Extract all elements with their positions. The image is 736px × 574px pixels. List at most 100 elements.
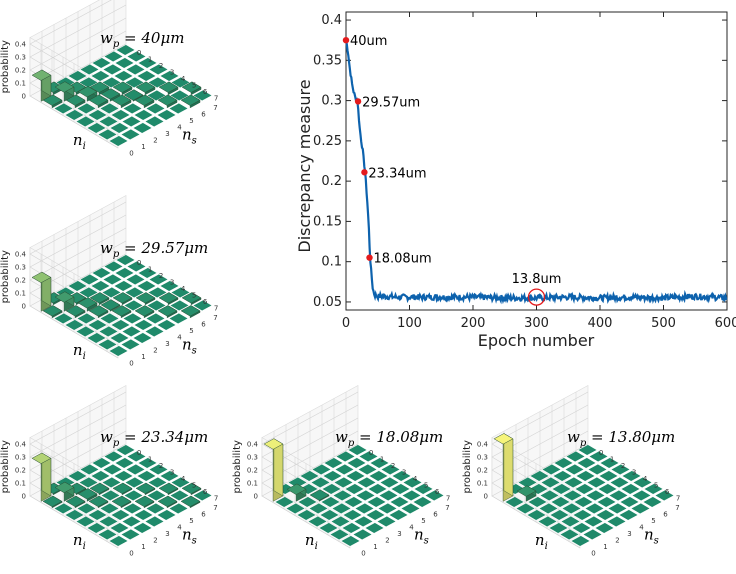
- histogram-bar: [79, 63, 100, 76]
- histogram-bar: [114, 267, 135, 279]
- histogram-bar: [595, 509, 616, 521]
- point-annotation: 29.57um: [362, 95, 420, 110]
- z-gridline: [29, 253, 127, 359]
- histogram-bar: [101, 76, 122, 89]
- z-gridline: [29, 443, 127, 549]
- histogram-bar: [572, 509, 593, 521]
- histogram-bar: [643, 483, 664, 495]
- histogram-bar: [608, 489, 629, 502]
- histogram-bar: [78, 76, 99, 89]
- histogram-bar: [158, 292, 179, 304]
- histogram-bar: [64, 509, 85, 521]
- histogram-bar: [356, 476, 377, 489]
- histogram-bar: [64, 319, 85, 331]
- histogram-bar: [145, 502, 166, 515]
- histogram-bar: [286, 483, 307, 495]
- histogram-bar: [299, 470, 320, 482]
- histogram-bar: [67, 280, 88, 292]
- histogram-bar: [170, 476, 191, 489]
- ns-tick-label: 5: [189, 327, 193, 335]
- histogram-bar: [606, 515, 627, 528]
- histogram-bar: [102, 463, 123, 476]
- histogram-bar: [99, 502, 120, 515]
- histogram-bar: [335, 450, 356, 463]
- histogram-bar: [97, 338, 118, 351]
- ni-tick-label: 7: [214, 304, 218, 312]
- histogram-bar: [54, 81, 75, 93]
- histogram-bar: [168, 312, 189, 325]
- annotated-points: 40um 29.57um 23.34um 18.08um 13.8um: [342, 34, 561, 306]
- histogram-bar: [120, 338, 141, 351]
- histogram-bar: [75, 115, 96, 128]
- ns-tick-label: 5: [651, 517, 655, 525]
- ns-tick-label: 1: [141, 543, 145, 551]
- histogram-bar: [77, 297, 98, 309]
- histogram-bar: [157, 495, 178, 507]
- ni-tick-label: 7: [446, 494, 450, 502]
- y-tick-label: 0.15: [313, 214, 342, 229]
- histogram-bar: [564, 463, 585, 476]
- ni-tick-label: 3: [402, 468, 406, 476]
- histogram-bar: [583, 515, 604, 528]
- ni-tick-label: 6: [435, 488, 440, 496]
- histogram-bar: [390, 483, 411, 495]
- ns-tick-label: 1: [141, 143, 145, 151]
- ni-tick-label: 4: [181, 285, 186, 293]
- z-tick-label: 0.3: [15, 454, 26, 462]
- histogram-bar: [132, 122, 153, 134]
- histogram-bar: [135, 81, 156, 93]
- z-axis-label: probability: [462, 440, 473, 493]
- z-tick-label: 0.2: [247, 467, 258, 475]
- x-axis-label: Epoch number: [478, 331, 595, 350]
- ns-tick-label: 6: [433, 511, 438, 519]
- ni-axis-label: ni: [73, 531, 86, 552]
- histogram-bar: [307, 515, 328, 528]
- histogram-bar: [607, 502, 628, 515]
- ns-tick-label: 4: [409, 524, 414, 532]
- histogram-bar: [89, 482, 110, 494]
- histogram-bar: [585, 489, 606, 502]
- histogram-bar: [357, 463, 378, 476]
- histogram-bar: [582, 528, 603, 541]
- histogram-bar: [402, 476, 423, 489]
- histogram-bar: [53, 502, 74, 515]
- histogram-bar: [87, 319, 108, 331]
- histogram-bar: [79, 463, 100, 476]
- histogram-bar: [353, 515, 374, 528]
- histogram-bar: [64, 109, 85, 121]
- z-tick-label: 0.3: [15, 54, 26, 62]
- ns-tick-label: 2: [615, 537, 619, 545]
- z-axis-label: probability: [0, 440, 11, 493]
- ns-tick-label: 4: [639, 524, 644, 532]
- histogram-bar: [333, 476, 354, 489]
- ni-tick-label: 0: [599, 449, 603, 457]
- x-tick-label: 300: [524, 316, 549, 331]
- histogram-bar: [53, 312, 74, 325]
- histogram-bar: [79, 273, 100, 286]
- histogram-bar: [111, 495, 132, 507]
- histogram-bar: [112, 292, 133, 304]
- ni-tick-label: 4: [181, 75, 186, 83]
- histogram-bar: [135, 292, 156, 304]
- histogram-bar: [90, 70, 111, 82]
- histogram-bar: [99, 102, 120, 115]
- ni-tick-label: 6: [203, 88, 208, 96]
- histogram-bar: [654, 489, 675, 502]
- ni-axis-label: ni: [73, 341, 86, 362]
- ns-tick-label: 4: [177, 334, 182, 342]
- histogram-bar: [632, 476, 653, 489]
- histogram-bar: [87, 109, 108, 121]
- histogram-bar: [137, 457, 158, 469]
- histogram-bar: [100, 299, 121, 311]
- histogram-title: wp = 40μm: [100, 29, 184, 50]
- histogram-bar: [631, 489, 652, 502]
- histogram-bar: [610, 463, 631, 476]
- histogram-bar: [168, 502, 189, 515]
- histogram-bar: [108, 535, 129, 547]
- z-tick-label: 0.4: [477, 441, 489, 449]
- histogram-bar: [529, 470, 550, 482]
- ns-tick-label: 7: [213, 104, 217, 112]
- ni-tick-label: 6: [203, 298, 208, 306]
- histogram-bar: [331, 502, 352, 515]
- histogram-bar: [365, 509, 386, 521]
